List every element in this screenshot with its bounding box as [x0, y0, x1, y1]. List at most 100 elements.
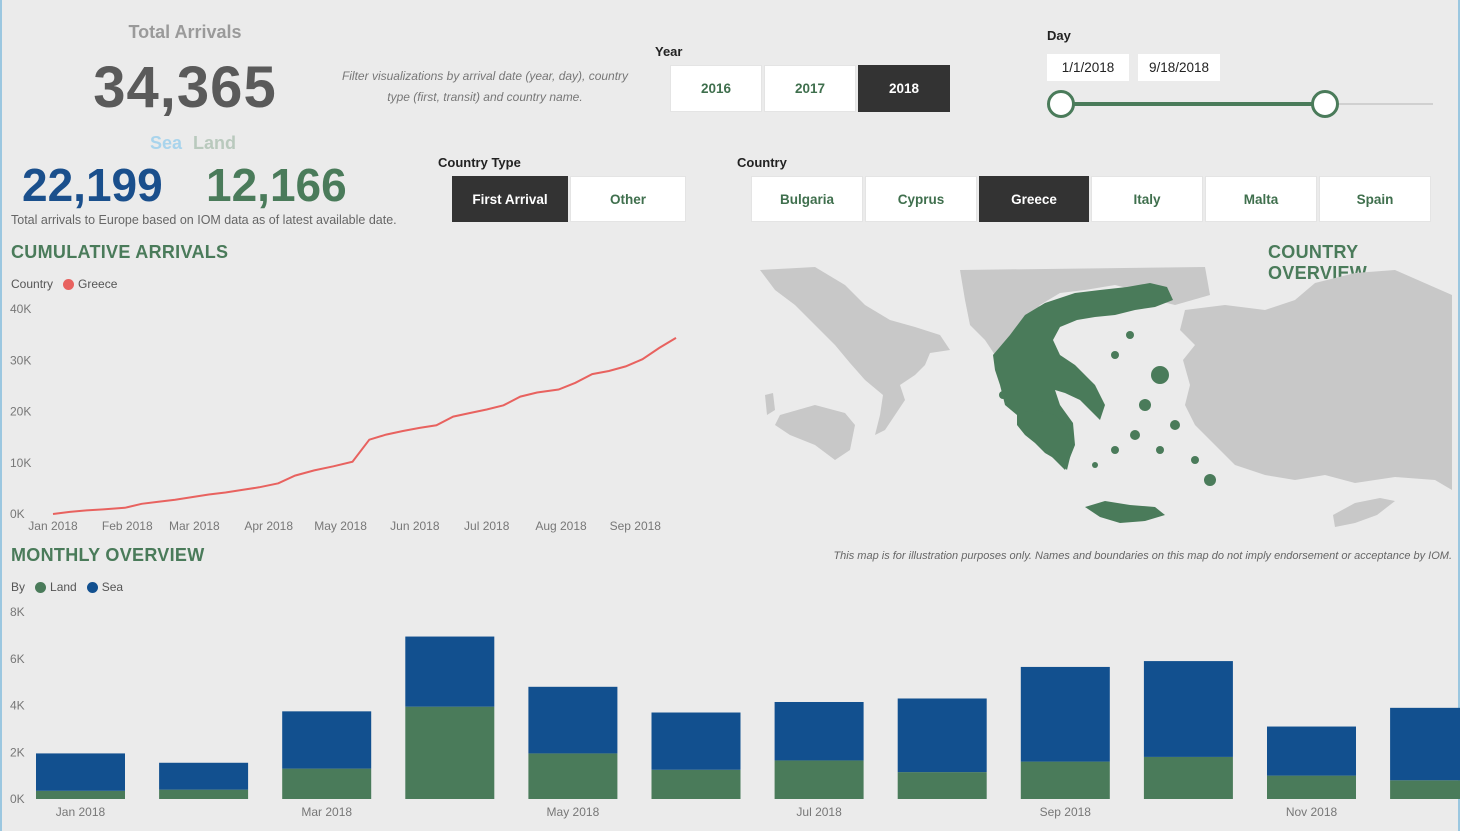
line-y-tick-label: 0K — [10, 507, 25, 521]
total-arrivals-value: 34,365 — [93, 55, 277, 120]
year-slicer-label: Year — [655, 44, 683, 59]
country-button-spain[interactable]: Spain — [1319, 176, 1431, 222]
bar-sea-segment[interactable] — [36, 753, 125, 791]
country-overview-map[interactable] — [755, 265, 1452, 540]
country-button-malta[interactable]: Malta — [1205, 176, 1317, 222]
bar-x-tick-label: Jul 2018 — [796, 805, 842, 819]
bar-sea-segment[interactable] — [1143, 661, 1233, 757]
map-sardinia — [765, 393, 775, 415]
map-crete — [1085, 501, 1165, 523]
bar-land-segment[interactable] — [159, 789, 249, 799]
date-slider-start-handle[interactable] — [1047, 90, 1075, 118]
bar-sea-segment[interactable] — [1267, 726, 1356, 776]
bar-land-segment[interactable] — [528, 753, 618, 799]
map-turkey — [1180, 270, 1452, 490]
line-x-tick-label: Jan 2018 — [28, 519, 78, 533]
bar-sea-segment[interactable] — [159, 762, 249, 790]
bar-land-segment[interactable] — [36, 790, 125, 799]
bar-x-tick-label: May 2018 — [547, 805, 600, 819]
land-label: Land — [193, 133, 236, 153]
country-button-bulgaria[interactable]: Bulgaria — [751, 176, 863, 222]
line-x-tick-label: Aug 2018 — [535, 519, 587, 533]
total-arrivals-title: Total Arrivals — [128, 22, 242, 42]
day-slicer-label: Day — [1047, 28, 1071, 43]
map-island — [1170, 420, 1180, 430]
bar-legend-title: By — [11, 580, 26, 594]
bar-legend-land: Land — [50, 580, 77, 594]
sea-arrivals-value: 22,199 — [22, 159, 163, 211]
filter-instructions: Filter visualizations by arrival date (y… — [341, 69, 629, 104]
date-slider-range — [1061, 102, 1325, 106]
cumulative-arrivals-chart: 0K 10K 20K 30K 40K Jan 2018 Feb 2018 Mar 2018 Ap… — [10, 302, 677, 533]
country-button-cyprus[interactable]: Cyprus — [865, 176, 977, 222]
end-date-input[interactable]: 9/18/2018 — [1138, 54, 1220, 81]
bar-sea-segment[interactable] — [651, 712, 741, 770]
bar-y-tick-label: 0K — [10, 792, 25, 806]
country-type-other-button[interactable]: Other — [570, 176, 686, 222]
bar-y-tick-label: 2K — [10, 745, 25, 759]
bar-land-segment[interactable] — [1267, 775, 1356, 799]
bar-sea-segment[interactable] — [774, 701, 864, 761]
bar-sea-segment[interactable] — [1390, 707, 1460, 781]
bar-sea-segment[interactable] — [897, 698, 987, 773]
bar-land-segment[interactable] — [1020, 761, 1110, 799]
bar-y-tick-label: 6K — [10, 652, 25, 666]
map-island — [1092, 462, 1098, 468]
line-y-tick-label: 30K — [10, 353, 31, 367]
line-chart-legend: Country Greece — [11, 277, 117, 291]
line-y-tick-label: 20K — [10, 405, 31, 419]
year-button-2018[interactable]: 2018 — [858, 65, 950, 112]
bar-land-segment[interactable] — [651, 769, 741, 799]
line-x-tick-label: Apr 2018 — [244, 519, 293, 533]
bar-sea-segment[interactable] — [405, 636, 495, 707]
year-button-2016[interactable]: 2016 — [670, 65, 762, 112]
map-island — [1156, 446, 1164, 454]
map-island — [1111, 446, 1119, 454]
bar-land-segment[interactable] — [897, 772, 987, 799]
bar-x-tick-label: Sep 2018 — [1040, 805, 1092, 819]
land-arrivals-value: 12,166 — [206, 159, 347, 211]
greece-cumulative-line — [52, 337, 677, 515]
map-island — [1139, 399, 1151, 411]
bar-sea-segment[interactable] — [282, 711, 372, 769]
bar-land-segment[interactable] — [405, 706, 495, 799]
date-slider-end-handle[interactable] — [1311, 90, 1339, 118]
sea-label: Sea — [150, 133, 183, 153]
start-date-input[interactable]: 1/1/2018 — [1047, 54, 1129, 81]
map-cyprus — [1333, 498, 1395, 527]
bar-y-tick-label: 8K — [10, 605, 25, 619]
bar-land-segment[interactable] — [1390, 780, 1460, 799]
map-italy — [760, 267, 950, 435]
monthly-overview-title: MONTHLY OVERVIEW — [11, 545, 205, 565]
country-button-italy[interactable]: Italy — [1091, 176, 1203, 222]
kpi-note: Total arrivals to Europe based on IOM da… — [11, 213, 397, 227]
bar-x-tick-label: Mar 2018 — [301, 805, 352, 819]
map-sicily — [775, 405, 855, 460]
country-button-greece[interactable]: Greece — [979, 176, 1089, 222]
line-x-tick-label: Feb 2018 — [102, 519, 153, 533]
map-island — [1126, 331, 1134, 339]
bar-land-segment[interactable] — [774, 760, 864, 799]
year-button-2017[interactable]: 2017 — [764, 65, 856, 112]
bar-sea-segment[interactable] — [528, 686, 618, 754]
line-legend-title: Country — [11, 277, 54, 291]
map-island — [1111, 351, 1119, 359]
country-type-first-arrival-button[interactable]: First Arrival — [452, 176, 568, 222]
bar-land-segment[interactable] — [282, 768, 372, 799]
line-x-tick-label: May 2018 — [314, 519, 367, 533]
monthly-overview-chart: 0K 2K 4K 6K 8K Jan 2018 Mar 2018 May 2018 Jul 20… — [10, 605, 1460, 819]
line-legend-greece: Greece — [78, 277, 118, 291]
map-island — [1191, 456, 1199, 464]
bar-land-segment[interactable] — [1143, 756, 1233, 799]
land-legend-dot — [35, 581, 47, 593]
map-peloponnese — [1017, 410, 1073, 470]
line-y-tick-label: 40K — [10, 302, 31, 316]
map-island — [1204, 474, 1216, 486]
bar-sea-segment[interactable] — [1020, 666, 1110, 762]
bar-x-tick-label: Nov 2018 — [1286, 805, 1338, 819]
bar-x-tick-label: Jan 2018 — [56, 805, 106, 819]
bar-legend-sea: Sea — [101, 580, 124, 594]
cumulative-arrivals-title: CUMULATIVE ARRIVALS — [11, 242, 229, 262]
map-island — [1151, 366, 1169, 384]
